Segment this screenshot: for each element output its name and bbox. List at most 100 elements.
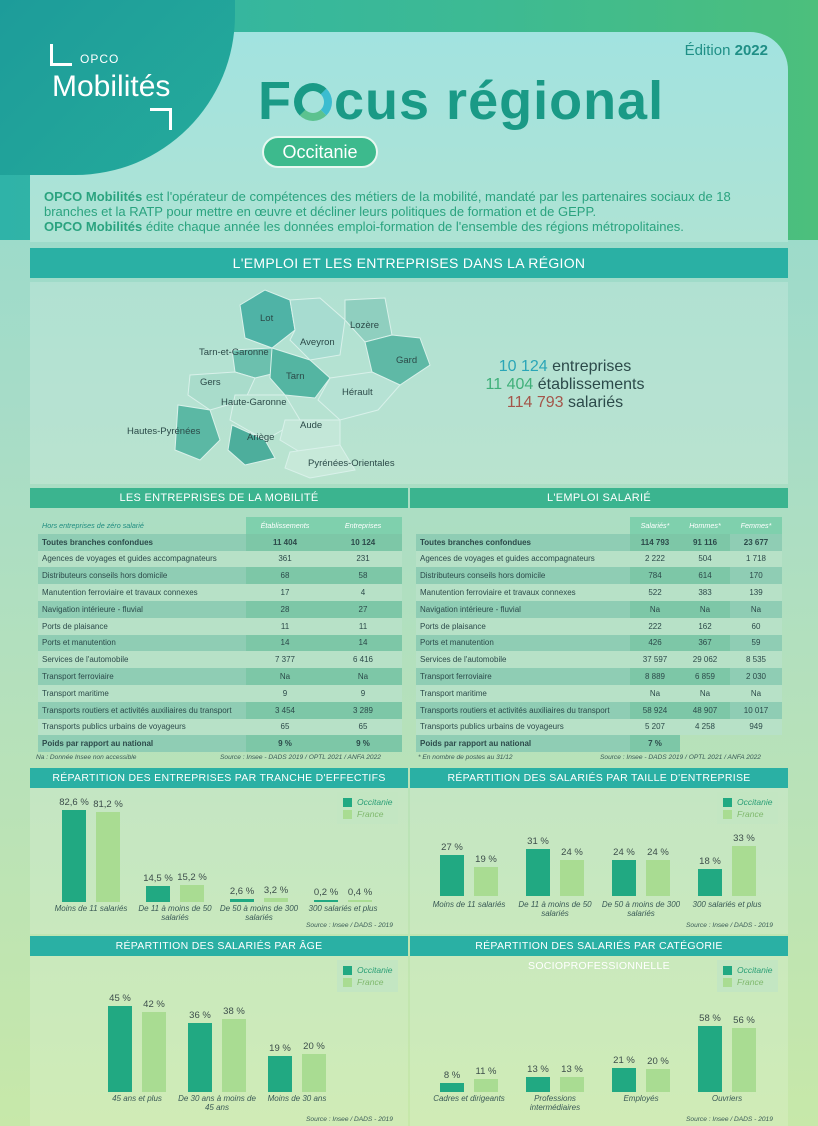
legend-swatch — [343, 965, 352, 975]
category-label: Moins de 11 salariés — [432, 900, 506, 909]
table-row: Transports publics urbains de voyageurs 6… — [38, 718, 402, 736]
row-label: Services de l'automobile — [416, 651, 630, 669]
table-emploi: Salariés* Hommes* Femmes* Toutes branche… — [416, 517, 782, 753]
legend-occitanie: Occitanie — [737, 797, 773, 807]
legend-swatch — [723, 965, 732, 975]
bar-value-label: 24 % — [647, 846, 669, 858]
bar-value-label: 38 % — [223, 1006, 245, 1018]
bar-value-label: 21 % — [613, 1055, 635, 1067]
bar-value-label: 3,2 % — [263, 885, 289, 897]
cell-value: 522 — [630, 584, 680, 601]
cell-value: 9 — [246, 684, 324, 702]
map-label-aveyron: Aveyron — [300, 337, 335, 348]
note-postes: * En nombre de postes au 31/12 — [418, 754, 513, 761]
cell-value: Na — [630, 684, 680, 702]
cell-value: 7 377 — [246, 651, 324, 669]
bar-value-label: 27 % — [441, 842, 463, 854]
cell-value: 6 859 — [680, 668, 730, 685]
cell-value: Na — [730, 600, 782, 618]
row-label: Distributeurs conseils hors domicile — [38, 567, 246, 585]
table-row: Navigation intérieure - fluvial Na Na Na — [416, 600, 782, 618]
row-label: Manutention ferroviaire et travaux conne… — [416, 584, 630, 601]
table-row: Manutention ferroviaire et travaux conne… — [38, 584, 402, 601]
category-label: 45 ans et plus — [112, 1094, 162, 1103]
bar-value-label: 42 % — [143, 998, 165, 1010]
legend-france: France — [737, 809, 764, 819]
cell-value: 11 — [324, 617, 402, 635]
map-area — [30, 282, 788, 484]
cell-value: Na — [324, 668, 402, 685]
chart-bar — [560, 1077, 584, 1092]
bar-value-label: 2,6 % — [229, 886, 255, 898]
map-region-pyrenees-orientales — [284, 444, 356, 479]
cell-value: 10 124 — [324, 533, 402, 551]
bar-value-label: 58 % — [699, 1013, 721, 1024]
chart-bar — [146, 885, 170, 902]
cell-value: 11 — [246, 617, 324, 635]
row-label: Transports routiers et activités auxilia… — [38, 701, 246, 719]
map-label-gard: Gard — [396, 355, 418, 366]
cell-value: 949 — [730, 718, 782, 736]
chart-bar — [526, 849, 550, 896]
table-row: Transport maritime 9 9 — [38, 684, 402, 702]
cell-value: 383 — [680, 584, 730, 601]
banner-emploi-salarie: L'EMPLOI SALARIÉ — [410, 488, 788, 508]
row-label: Transport ferroviaire — [416, 668, 630, 685]
banner-entreprises: LES ENTREPRISES DE LA MOBILITÉ — [30, 488, 408, 508]
row-label: Toutes branches confondues — [416, 533, 630, 551]
map-region-tarn-et-garonne — [231, 347, 281, 379]
cell-value: 8 535 — [730, 651, 782, 669]
legend: Occitanie France — [717, 792, 779, 824]
edition-label: Édition — [684, 42, 731, 59]
category-label: Ouvriers — [711, 1094, 743, 1103]
chart-bar — [302, 1053, 326, 1092]
col-etablissements: Établissements — [246, 517, 324, 534]
region-badge: Occitanie — [262, 136, 378, 168]
map-label-aude: Aude — [300, 420, 323, 431]
cell-value: 14 — [246, 634, 324, 652]
cell-value: 4 — [324, 584, 402, 601]
table-entreprises: Hors entreprises de zéro salarié Établis… — [38, 517, 402, 753]
category-label: De 30 ans à moins de 45 ans — [178, 1094, 256, 1112]
intro-text-1: est l'opérateur de compétences des métie… — [44, 189, 731, 219]
table-subhead: Hors entreprises de zéro salarié — [42, 520, 144, 530]
kpi-salaries: 114 793 salariés — [440, 394, 690, 412]
category-label: De 11 à moins de 50 salariés — [138, 904, 212, 922]
map-label-tarn-et-garonne: Tarn-et-Garonne — [199, 347, 269, 358]
chart-bar — [142, 1011, 166, 1092]
chart-bar — [440, 1082, 464, 1092]
cell-value: 4 258 — [680, 718, 730, 736]
table-row: Poids par rapport au national 7 % — [416, 735, 782, 753]
kpi-etablissements: 11 404 établissements — [440, 376, 690, 394]
chart-bar — [108, 1006, 132, 1092]
cell-value: 426 — [630, 634, 680, 652]
cell-value: 222 — [630, 617, 680, 635]
table-row: Distributeurs conseils hors domicile 784 6… — [416, 567, 782, 585]
section-banner-emploi: L'EMPLOI ET LES ENTREPRISES DANS LA RÉGI… — [30, 248, 788, 278]
category-label: De 50 à moins de 300 salariés — [601, 900, 681, 918]
row-label: Transport ferroviaire — [38, 668, 246, 685]
bar-value-label: 15,2 % — [177, 872, 207, 884]
map-region-ariege — [227, 424, 276, 466]
chart-bar — [188, 1023, 212, 1092]
bar-value-label: 8 % — [443, 1069, 461, 1081]
cell-value: 60 — [730, 617, 782, 635]
cell-value: 8 889 — [630, 668, 680, 685]
cell-value: 65 — [324, 718, 402, 736]
col-entreprises: Entreprises — [324, 517, 402, 534]
row-label: Poids par rapport au national — [38, 735, 246, 753]
row-label: Poids par rapport au national — [416, 735, 630, 753]
row-label: Transport maritime — [38, 684, 246, 702]
cell-value: Na — [630, 600, 680, 618]
bar-value-label: 31 % — [527, 836, 549, 848]
table-row: Transports publics urbains de voyageurs 5… — [416, 718, 782, 736]
banner-chart-csp: RÉPARTITION DES SALARIÉS PAR CATÉGORIE S… — [410, 936, 788, 972]
map-label-ariege: Ariège — [247, 432, 275, 443]
cell-value: 367 — [680, 634, 730, 652]
row-label: Transport maritime — [416, 684, 630, 702]
table-row: Manutention ferroviaire et travaux conne… — [416, 584, 782, 601]
row-label: Transports publics urbains de voyageurs — [416, 718, 630, 736]
kpi-entreprises: 10 124 entreprises — [440, 358, 690, 376]
col-femmes: Femmes* — [730, 517, 782, 534]
